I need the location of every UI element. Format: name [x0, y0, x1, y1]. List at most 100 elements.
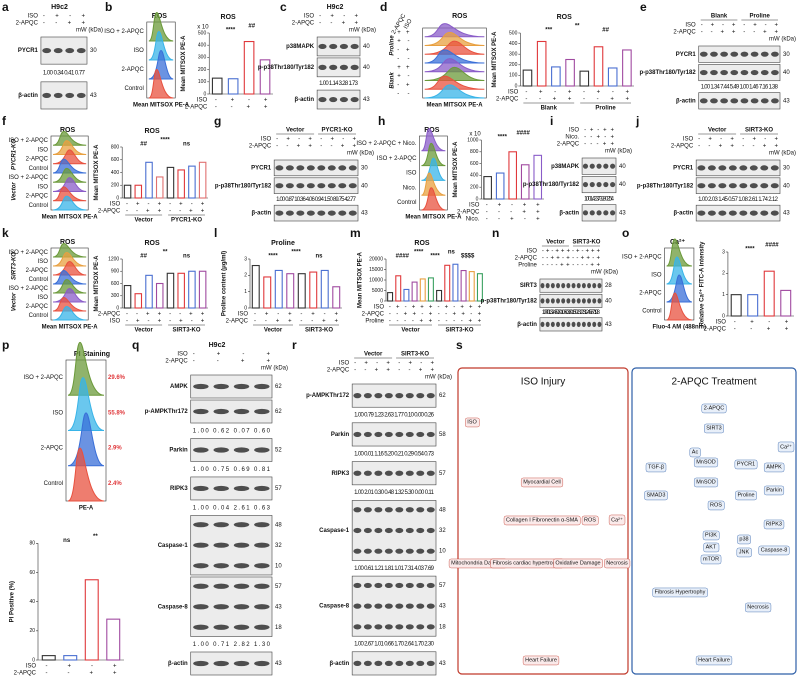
- blot-signal: [329, 64, 338, 70]
- box-title: ISO Injury: [521, 377, 565, 388]
- blot-band: [190, 374, 273, 399]
- blot-signal: [750, 98, 759, 104]
- bar: [166, 272, 175, 309]
- diagram-node: MnSOD: [696, 479, 716, 485]
- panel-letter: r: [292, 338, 297, 352]
- condition-signs: - - + + - - + +: [698, 144, 778, 150]
- kda-label: 40: [363, 65, 370, 71]
- blot-signal: [384, 431, 393, 438]
- blot-signal: [710, 69, 718, 76]
- row-label: ISO + 2-APQC: [8, 175, 48, 181]
- blot-signal: [566, 321, 571, 327]
- band-label: PYCR1: [676, 52, 697, 58]
- band-label: AMPK: [170, 384, 188, 390]
- bar: [411, 281, 418, 302]
- blot-signal: [374, 470, 383, 476]
- y-tick-label: 0: [515, 83, 518, 89]
- blot-signal: [254, 485, 270, 492]
- diagram-node: SIRT3: [706, 425, 722, 431]
- kda-label: 57: [275, 584, 282, 590]
- blot-signal: [384, 527, 393, 534]
- kda-label: 58: [439, 432, 446, 438]
- blot-signal: [329, 96, 338, 103]
- blot-signal: [426, 603, 435, 609]
- kda-label: 40: [783, 183, 790, 189]
- bar: [436, 289, 443, 302]
- blot-signal: [42, 47, 52, 54]
- blot-signal: [233, 383, 250, 390]
- diagram-node: Heart Failure: [698, 657, 730, 663]
- blot-band: [273, 177, 359, 194]
- significance: ns: [315, 254, 323, 260]
- blot-signal: [750, 69, 759, 76]
- flow-title: ROS: [60, 127, 76, 134]
- histogram-curve: [52, 167, 87, 183]
- bar: [188, 165, 196, 199]
- condition-label: ISO: [26, 664, 37, 670]
- quantification: 1.00 0.87 10.36 4.06 0.94 1.50 89.75 42.…: [276, 197, 356, 203]
- row-label: ISO: [38, 147, 49, 153]
- histogram-curve: [52, 269, 87, 285]
- bar: [177, 272, 185, 309]
- bar: [134, 293, 143, 309]
- condition-signs: - - + +: [193, 359, 271, 365]
- y-tick-label: 600: [111, 281, 120, 287]
- blot-signal: [730, 69, 739, 76]
- bar: [427, 277, 434, 302]
- diagram-node: mTOR: [703, 556, 719, 562]
- blot-signal: [254, 447, 270, 453]
- blot-signal: [416, 431, 425, 438]
- condition-label: ISO: [374, 305, 385, 311]
- unit-label: mW (kDa): [349, 28, 376, 34]
- kda-label: 48: [275, 522, 282, 528]
- kda-label: 43: [275, 661, 282, 667]
- bar: [536, 40, 547, 87]
- blot-band: [698, 92, 781, 110]
- band-label: RIPK3: [331, 471, 349, 477]
- blot-signal: [327, 210, 336, 216]
- blot-signal: [610, 163, 616, 169]
- panel-letter: o: [622, 226, 629, 240]
- blot-signal: [395, 393, 404, 399]
- condition-label: ISO: [683, 137, 694, 143]
- band-label: Caspase-8: [319, 604, 350, 610]
- unit-label: mW (kDa): [769, 37, 796, 43]
- chart-title: ROS: [414, 240, 430, 247]
- node-box: [758, 545, 790, 556]
- blot-band: [190, 651, 273, 676]
- row-label: ISO + 2-APQC: [8, 286, 48, 292]
- panel-letter: h: [378, 114, 385, 128]
- node-box: [608, 514, 626, 526]
- histogram-curve: [67, 377, 105, 431]
- y-tick-label: 200: [509, 62, 518, 68]
- blot-signal: [348, 210, 357, 216]
- unit-label: mW (kDa): [76, 28, 103, 34]
- panel-letter: q: [132, 338, 139, 352]
- histogram-curve: [421, 187, 446, 211]
- diagram-node: Ca²⁺: [780, 443, 792, 450]
- blot-signal: [384, 603, 393, 609]
- kda-label: 30: [361, 165, 368, 171]
- panel-letter: d: [380, 0, 387, 14]
- band-label: PYCR1: [18, 48, 39, 54]
- blot-signal: [363, 548, 372, 554]
- row-label: Control: [642, 309, 661, 315]
- flow-title: ROS: [152, 13, 168, 20]
- significance: ns: [183, 142, 191, 148]
- blot-signal: [233, 624, 250, 630]
- blot-signal: [213, 583, 229, 589]
- group-label: SIRT3-KO: [572, 240, 600, 246]
- y-tick-label: 300: [509, 52, 518, 58]
- blot-signal: [582, 181, 589, 188]
- y-tick-label: 400: [470, 173, 479, 179]
- bar: [495, 172, 505, 200]
- blot-signal: [193, 583, 209, 589]
- kda-label: 18: [439, 624, 446, 630]
- condition-label: 2-APQC: [704, 327, 727, 333]
- blot-signal: [710, 51, 718, 57]
- condition-signs: - + - + - + - +: [354, 361, 434, 367]
- blot-signal: [350, 43, 359, 50]
- histogram-curve: [52, 149, 87, 165]
- blot-signal: [193, 563, 209, 569]
- row-label: Control: [29, 277, 48, 283]
